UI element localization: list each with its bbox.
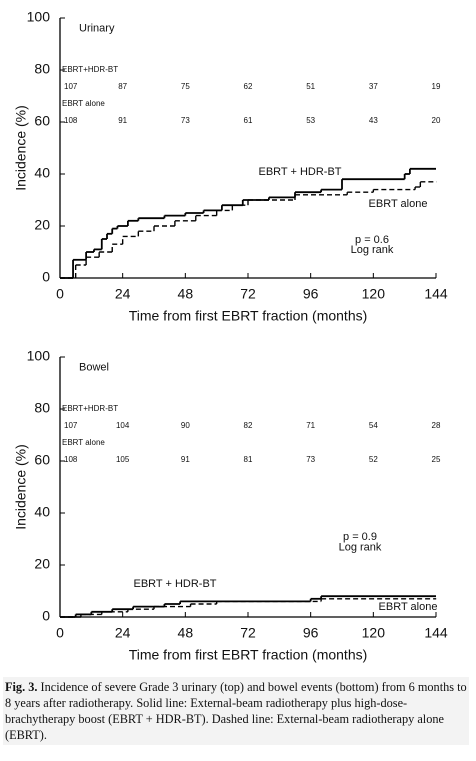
caption-text: Incidence of severe Grade 3 urinary (top… [5,680,467,742]
at-risk-count: 87 [118,82,127,91]
y-axis-title: Incidence (%) [13,105,29,191]
x-axis-title: Time from first EBRT fraction (months) [129,647,368,663]
at-risk-count: 108 [64,455,78,464]
y-tick-label: 100 [27,348,51,364]
series-label: EBRT + HDR-BT [133,578,216,590]
series-label: EBRT alone [379,601,438,613]
figure: 0 20 40 60 80 100 0 24 48 72 96 120 144 Time from fir… [13,9,448,663]
at-risk-count: 28 [432,421,441,430]
at-risk-count: 81 [244,455,253,464]
x-tick-label: 48 [178,286,194,302]
x-tick-label: 24 [115,625,131,641]
at-risk-count: 82 [244,421,253,430]
at-risk-count: 51 [306,82,315,91]
at-risk-count: 73 [306,455,315,464]
x-tick-label: 0 [56,625,64,641]
at-risk-count: 73 [181,116,190,125]
x-tick-label: 120 [362,286,386,302]
at-risk-count: 20 [432,116,441,125]
x-tick-label: 72 [240,286,256,302]
annotation: Log rank [351,244,394,256]
panel-title: Bowel [79,361,109,373]
y-tick-label: 40 [34,504,50,520]
at-risk-count: 108 [64,116,78,125]
annotation: p = 0.6 [355,234,389,246]
panel-title: Urinary [79,22,115,34]
y-tick-label: 40 [34,165,50,181]
y-tick-label: 0 [42,608,50,624]
at-risk-count: 105 [116,455,130,464]
at-risk-count: 71 [306,421,315,430]
at-risk-group: EBRT+HDR-BT [62,65,118,74]
y-tick-label: 80 [34,61,50,77]
x-tick-label: 0 [56,286,64,302]
at-risk-count: 107 [64,82,78,91]
at-risk-group: EBRT alone [62,99,105,108]
series-label: EBRT alone [369,198,428,210]
x-tick-label: 120 [362,625,386,641]
at-risk-group: EBRT alone [62,438,105,447]
at-risk-count: 91 [181,455,190,464]
series-label: EBRT + HDR-BT [258,166,341,178]
x-tick-label: 144 [424,286,448,302]
annotation: p = 0.9 [343,531,377,543]
at-risk-group: EBRT+HDR-BT [62,404,118,413]
at-risk-count: 107 [64,421,78,430]
at-risk-count: 43 [369,116,378,125]
at-risk-count: 61 [244,116,253,125]
at-risk-count: 37 [369,82,378,91]
caption-label: Fig. 3. [5,680,38,694]
x-tick-label: 144 [424,625,448,641]
at-risk-count: 52 [369,455,378,464]
x-tick-label: 96 [303,286,319,302]
at-risk-count: 91 [118,116,127,125]
at-risk-count: 62 [244,82,253,91]
y-tick-label: 20 [34,217,50,233]
at-risk-count: 75 [181,82,190,91]
x-tick-label: 96 [303,625,319,641]
annotation: Log rank [339,542,382,554]
caption: Fig. 3. Incidence of severe Grade 3 urin… [3,677,469,745]
y-tick-label: 100 [27,9,51,25]
at-risk-count: 25 [432,455,441,464]
at-risk-count: 53 [306,116,315,125]
x-tick-label: 24 [115,286,131,302]
y-tick-label: 60 [34,113,50,129]
y-tick-label: 0 [42,269,50,285]
at-risk-count: 90 [181,421,190,430]
y-tick-label: 60 [34,452,50,468]
x-tick-label: 72 [240,625,256,641]
at-risk-count: 54 [369,421,378,430]
y-tick-label: 80 [34,400,50,416]
x-tick-label: 48 [178,625,194,641]
y-tick-label: 20 [34,556,50,572]
at-risk-count: 104 [116,421,130,430]
at-risk-count: 19 [432,82,441,91]
x-axis-title: Time from first EBRT fraction (months) [129,308,368,324]
y-axis-title: Incidence (%) [13,444,29,530]
